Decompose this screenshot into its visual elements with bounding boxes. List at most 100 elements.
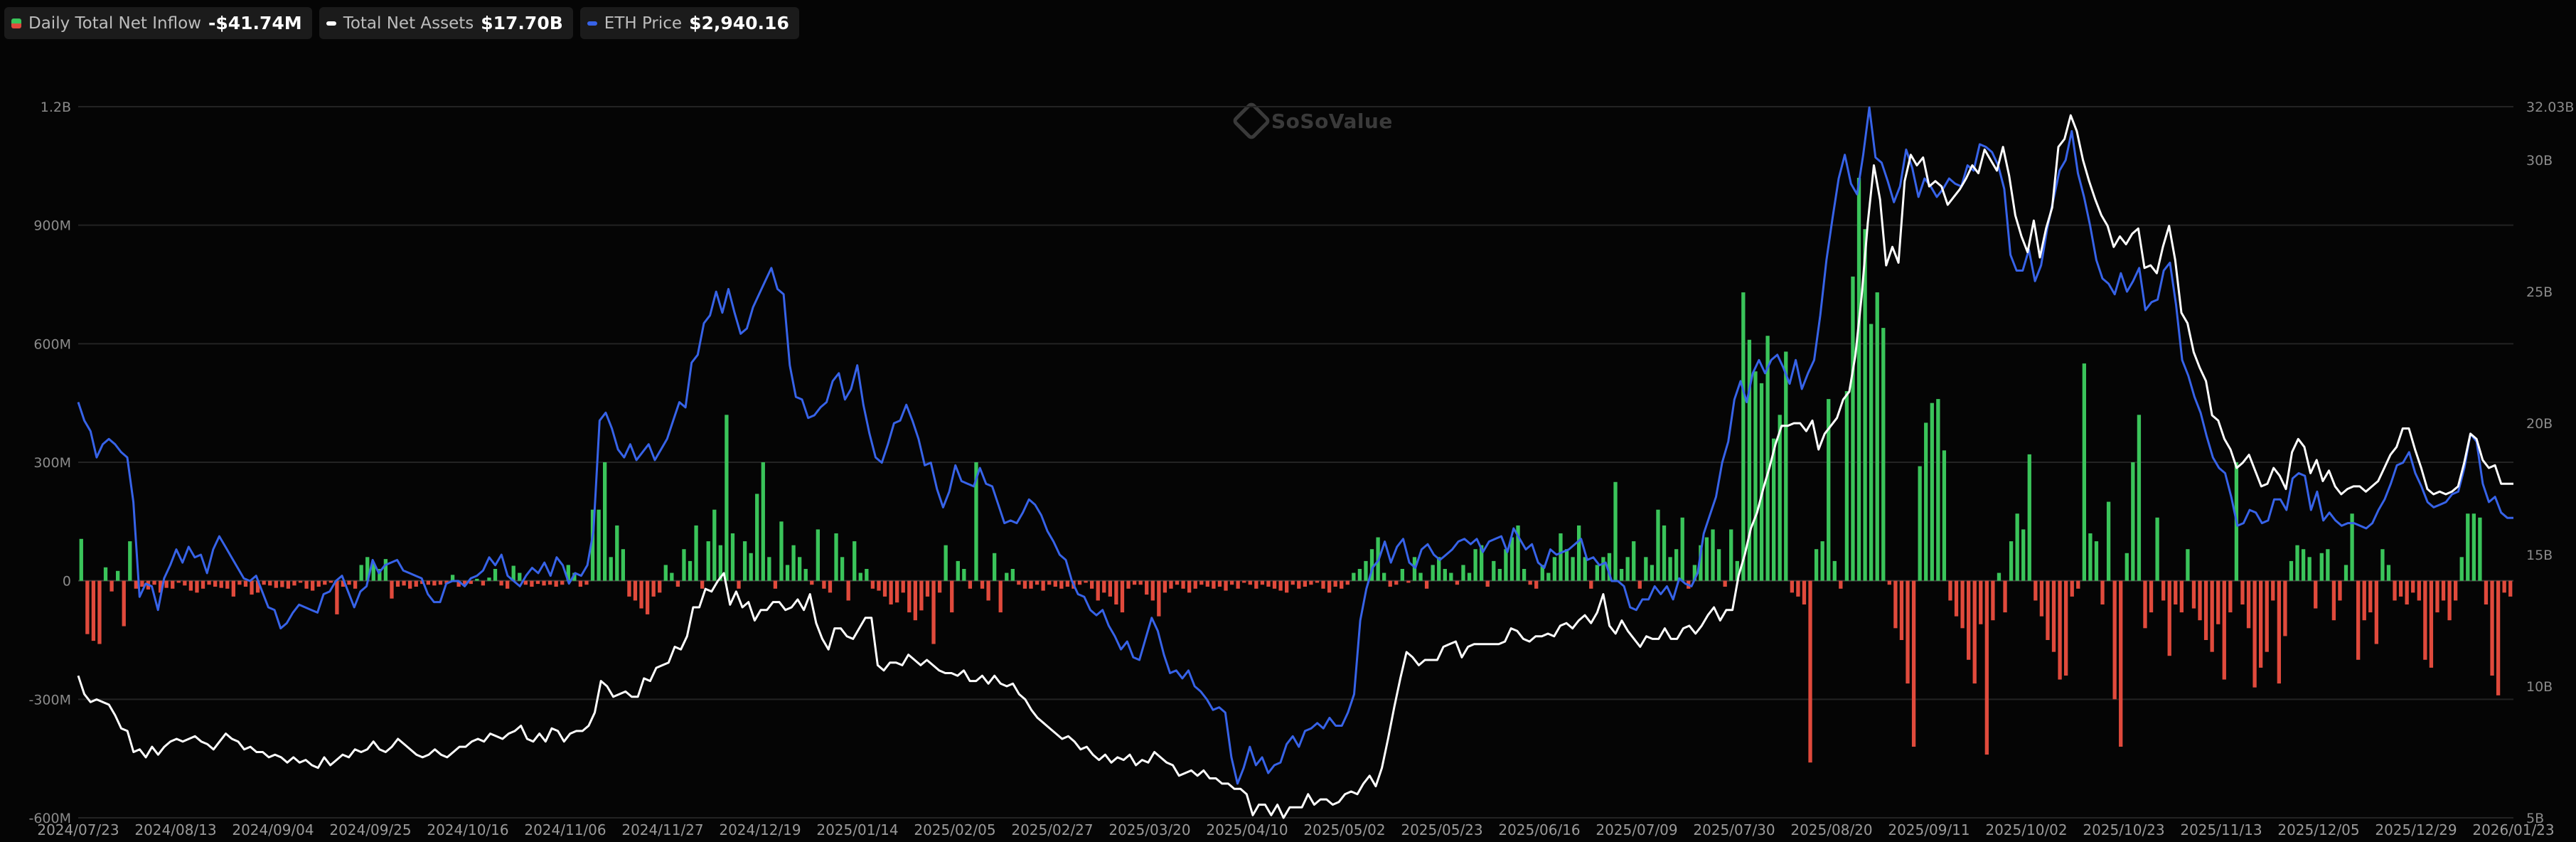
inflow-bar: [2289, 560, 2294, 581]
legend-item-eth-price[interactable]: ETH Price $2,940.16: [579, 7, 799, 39]
inflow-bar: [2295, 545, 2299, 581]
legend-item-total-net-assets[interactable]: Total Net Assets $17.70B: [319, 7, 573, 39]
inflow-bar: [1297, 580, 1301, 589]
inflow-bar: [547, 580, 552, 585]
inflow-bar: [1716, 549, 1721, 581]
inflow-bar: [645, 580, 650, 614]
inflow-bar: [639, 580, 643, 609]
inflow-bar: [956, 560, 960, 581]
inflow-bar: [408, 580, 412, 589]
inflow-bar: [755, 494, 759, 581]
inflow-bar: [243, 580, 248, 587]
inflow-bar: [2471, 513, 2476, 581]
inflow-bar: [1053, 580, 1057, 587]
inflow-bar: [834, 533, 838, 581]
inflow-bar: [706, 541, 710, 581]
inflow-bar: [152, 580, 156, 585]
legend-value: $2,940.16: [689, 13, 789, 33]
inflow-bar: [675, 580, 680, 587]
inflow-bar: [1480, 545, 1484, 581]
inflow-bar: [980, 580, 985, 589]
inflow-bar: [2314, 580, 2318, 609]
inflow-bar: [1022, 580, 1027, 589]
x-axis-tick-label: 2025/11/13: [2180, 821, 2262, 838]
x-axis-tick-label: 2025/06/16: [1498, 821, 1580, 838]
inflow-bar: [1090, 580, 1094, 589]
inflow-bar: [341, 580, 346, 587]
x-axis-tick-label: 2026/01/23: [2472, 821, 2554, 838]
inflow-bar: [621, 549, 625, 581]
inflow-bar: [158, 580, 163, 593]
inflow-bar: [481, 580, 486, 586]
inflow-bar: [2423, 580, 2427, 660]
inflow-bar: [1936, 399, 1940, 581]
inflow-bar: [974, 462, 978, 581]
inflow-bar: [1485, 580, 1490, 587]
inflow-bar: [1364, 560, 1368, 581]
x-axis-tick-label: 2025/01/14: [816, 821, 898, 838]
inflow-bar: [1984, 580, 1989, 755]
inflow-bar: [2490, 580, 2494, 676]
inflow-bar: [395, 580, 400, 587]
inflow-bar: [1680, 517, 1684, 581]
x-axis-tick-label: 2025/07/09: [1596, 821, 1677, 838]
inflow-bar: [877, 580, 881, 591]
inflow-bar: [1120, 580, 1125, 613]
x-axis-tick-label: 2025/10/02: [1985, 821, 2067, 838]
inflow-bar: [853, 541, 857, 581]
inflow-bar: [2064, 580, 2068, 676]
inflow-bar: [1796, 580, 1800, 597]
inflow-bar: [2350, 513, 2354, 581]
inflow-bar: [846, 580, 850, 601]
inflow-bar: [1924, 422, 1928, 581]
inflow-bar: [1242, 580, 1246, 583]
inflow-bar: [2039, 580, 2044, 617]
inflow-bar: [286, 580, 291, 589]
x-axis-tick-label: 2024/10/16: [427, 821, 508, 838]
inflow-bar: [1729, 529, 1733, 581]
inflow-bar: [201, 580, 205, 589]
inflow-bar: [1150, 580, 1155, 601]
inflow-bar: [658, 580, 662, 593]
watermark-text: SoSoValue: [1271, 109, 1393, 133]
inflow-bar: [213, 580, 218, 587]
inflow-bar: [383, 559, 388, 581]
inflow-bar: [2155, 517, 2159, 581]
inflow-bar: [2484, 580, 2489, 604]
inflow-bar: [1887, 580, 1891, 585]
inflow-bar: [304, 580, 309, 589]
inflow-bar: [2466, 513, 2470, 581]
inflow-bar: [1991, 580, 1995, 621]
inflow-bar: [694, 525, 698, 581]
inflow-bar: [1644, 557, 1648, 581]
legend-label: Total Net Assets: [343, 14, 474, 33]
inflow-bar: [530, 580, 534, 587]
inflow-bar: [1412, 557, 1417, 581]
inflow-bar: [901, 580, 905, 593]
inflow-bar: [1960, 580, 1965, 629]
inflow-bar: [560, 580, 565, 585]
inflow-bar: [1126, 580, 1131, 589]
inflow-bar: [1711, 529, 1715, 581]
inflow-bar: [1948, 580, 1952, 601]
inflow-bar: [1181, 580, 1185, 589]
inflow-bar: [103, 567, 108, 581]
inflow-bar: [188, 580, 193, 591]
inflow-bar: [122, 580, 126, 627]
inflow-bar: [737, 580, 741, 589]
x-axis-tick-label: 2025/04/10: [1206, 821, 1288, 838]
inflow-bar: [164, 580, 169, 588]
legend-item-net-inflow[interactable]: Daily Total Net Inflow -$41.74M: [4, 7, 312, 39]
x-axis-tick-label: 2025/08/20: [1790, 821, 1872, 838]
inflow-bar: [1906, 580, 1910, 684]
inflow-bar: [1388, 580, 1392, 587]
inflow-bar: [274, 580, 278, 588]
inflow-bar: [1217, 580, 1222, 587]
inflow-bar: [1528, 580, 1532, 585]
inflow-bar: [2143, 580, 2147, 629]
inflow-bar: [1564, 549, 1569, 581]
inflow-bar: [1650, 565, 1655, 581]
inflow-bar: [1772, 438, 1776, 581]
inflow-bar: [1863, 229, 1867, 581]
inflow-bar: [2174, 580, 2178, 604]
